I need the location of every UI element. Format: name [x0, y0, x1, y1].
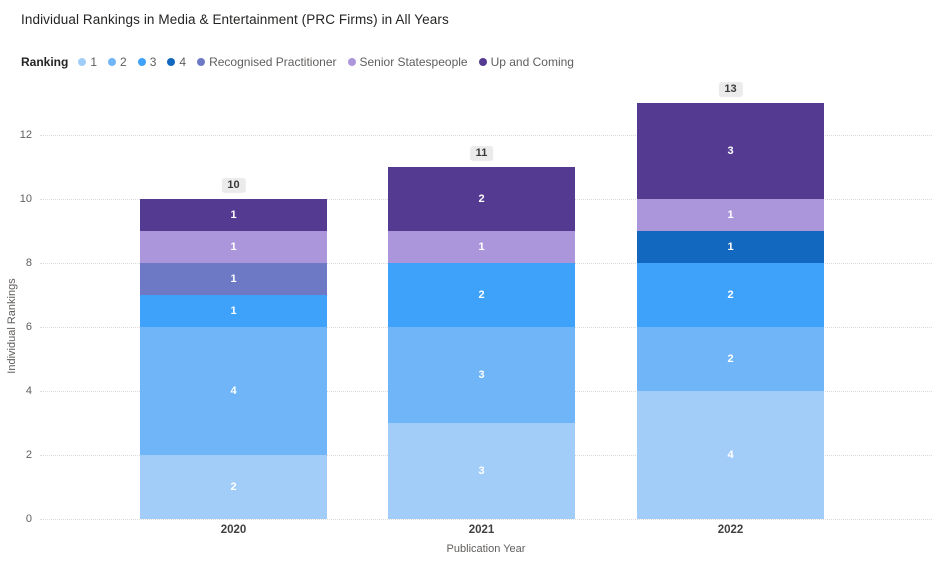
- legend-item-recognised-practitioner[interactable]: Recognised Practitioner: [197, 55, 337, 69]
- legend-item-label: 3: [149, 55, 157, 69]
- legend-item-label: Recognised Practitioner: [209, 55, 337, 69]
- bar-segment-2022-1[interactable]: 4: [637, 391, 824, 519]
- segment-value-label: 1: [727, 209, 734, 221]
- y-tick-label: 0: [25, 513, 32, 525]
- bar-segment-2021-3[interactable]: 2: [388, 263, 575, 327]
- bar-segment-2020-up-and-coming[interactable]: 1: [140, 199, 327, 231]
- segment-value-label: 2: [478, 289, 485, 301]
- y-tick-label: 6: [25, 321, 32, 333]
- bar-segment-2020-3[interactable]: 1: [140, 295, 327, 327]
- bar-segment-2022-4[interactable]: 1: [637, 231, 824, 263]
- bar-segment-2022-2[interactable]: 2: [637, 327, 824, 391]
- segment-value-label: 1: [230, 273, 237, 285]
- segment-value-label: 1: [727, 241, 734, 253]
- x-tick-label-2021: 2021: [468, 524, 495, 536]
- legend-dot-icon: [347, 58, 356, 66]
- total-label-2022: 13: [718, 82, 743, 97]
- legend-dot-icon: [137, 58, 146, 66]
- segment-value-label: 2: [727, 353, 734, 365]
- bar-segment-2021-2[interactable]: 3: [388, 327, 575, 423]
- bar-segment-2022-up-and-coming[interactable]: 3: [637, 103, 824, 199]
- bar-segment-2021-1[interactable]: 3: [388, 423, 575, 519]
- bar-segment-2020-senior-statespeople[interactable]: 1: [140, 231, 327, 263]
- legend-items: 1 2 3 4 Recognised Practitioner Senior States…: [78, 55, 585, 69]
- y-tick-label: 4: [25, 385, 32, 397]
- segment-value-label: 2: [478, 193, 485, 205]
- legend-item-up-and-coming[interactable]: Up and Coming: [478, 55, 574, 69]
- y-tick-label: 12: [19, 129, 32, 141]
- legend-item-senior-statespeople[interactable]: Senior Statespeople: [347, 55, 468, 69]
- bar-segment-2022-3[interactable]: 2: [637, 263, 824, 327]
- legend-dot-icon: [78, 58, 87, 66]
- segment-value-label: 2: [230, 481, 237, 493]
- legend-dot-icon: [478, 58, 487, 66]
- bar-segment-2021-up-and-coming[interactable]: 2: [388, 167, 575, 231]
- segment-value-label: 1: [230, 241, 237, 253]
- segment-value-label: 2: [727, 289, 734, 301]
- segment-value-label: 3: [478, 465, 485, 477]
- segment-value-label: 4: [230, 385, 237, 397]
- gridline: [40, 135, 932, 136]
- segment-value-label: 1: [230, 305, 237, 317]
- segment-value-label: 3: [478, 369, 485, 381]
- total-label-2021: 11: [469, 146, 494, 161]
- y-tick-label: 10: [19, 193, 32, 205]
- bar-segment-2021-senior-statespeople[interactable]: 1: [388, 231, 575, 263]
- legend-item-label: Senior Statespeople: [359, 55, 468, 69]
- y-tick-label: 8: [25, 257, 32, 269]
- gridline: [40, 519, 932, 520]
- legend-item-4[interactable]: 4: [167, 55, 186, 69]
- legend-item-3[interactable]: 3: [137, 55, 157, 69]
- segment-value-label: 4: [727, 449, 734, 461]
- x-axis-title: Publication Year: [446, 543, 526, 555]
- segment-value-label: 1: [478, 241, 485, 253]
- legend-item-2[interactable]: 2: [108, 55, 127, 69]
- legend-item-label: 1: [90, 55, 98, 69]
- x-tick-label-2022: 2022: [717, 524, 744, 536]
- legend-item-1[interactable]: 1: [78, 55, 97, 69]
- segment-value-label: 3: [727, 145, 734, 157]
- chart-title: Individual Rankings in Media & Entertain…: [21, 12, 449, 27]
- total-label-2020: 10: [221, 178, 246, 193]
- legend-dot-icon: [108, 58, 117, 66]
- bar-segment-2022-senior-statespeople[interactable]: 1: [637, 199, 824, 231]
- legend-title: Ranking: [21, 55, 69, 69]
- bar-segment-2020-1[interactable]: 2: [140, 455, 327, 519]
- bar-segment-2020-recognised-practitioner[interactable]: 1: [140, 263, 327, 295]
- legend-item-label: Up and Coming: [490, 55, 574, 69]
- legend-dot-icon: [167, 58, 176, 66]
- y-tick-label: 2: [25, 449, 32, 461]
- bar-segment-2020-2[interactable]: 4: [140, 327, 327, 455]
- segment-value-label: 1: [230, 209, 237, 221]
- legend: Ranking 1 2 3 4 Recognised Practitioner Senio…: [21, 54, 585, 70]
- legend-item-label: 4: [179, 55, 187, 69]
- legend-item-label: 2: [120, 55, 127, 69]
- x-tick-label-2020: 2020: [220, 524, 247, 536]
- legend-dot-icon: [197, 58, 206, 66]
